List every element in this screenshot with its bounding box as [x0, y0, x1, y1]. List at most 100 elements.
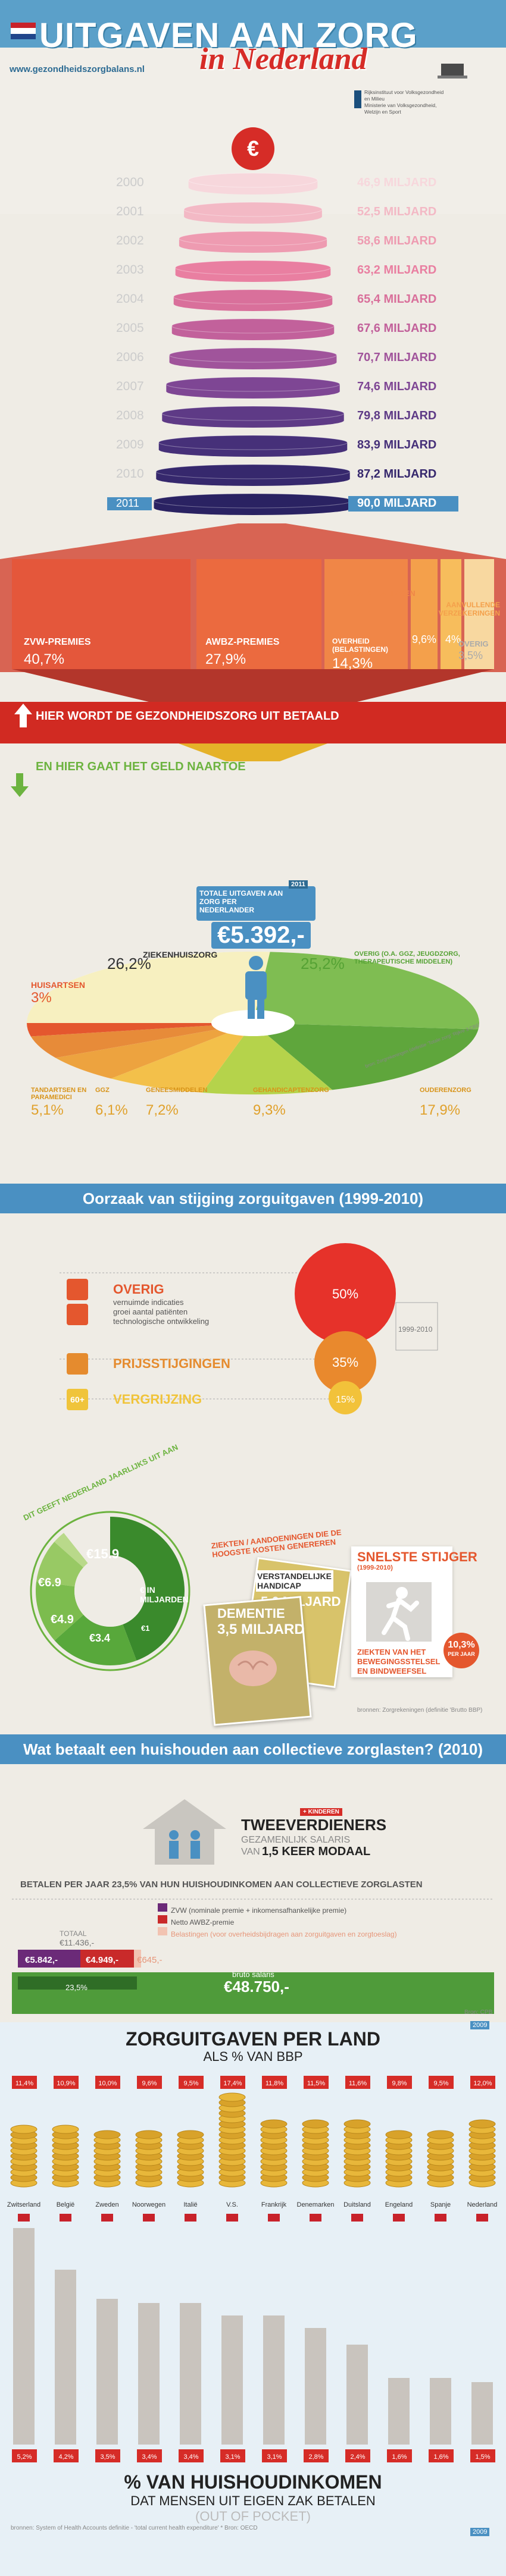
ggz-pct: 6,1%	[95, 1102, 128, 1118]
price-chart-icon	[67, 1353, 88, 1375]
year-tag-2: 2009	[470, 2528, 490, 2536]
cause-bubbles: 50% 35% 15%	[60, 1243, 438, 1414]
gdp-label-4: 9,5%	[183, 2080, 198, 2087]
overig-cause-label: OVERIG	[113, 1282, 164, 1297]
gdp-label-11: 12,0%	[473, 2080, 492, 2087]
gh-pct: 9,3%	[253, 1102, 286, 1118]
stijger-period: (1999-2010)	[357, 1564, 393, 1571]
oop-bar-2	[96, 2299, 118, 2445]
oop-bar-6	[263, 2315, 285, 2445]
flag-icon-9	[393, 2214, 405, 2222]
year-label-2010: 2010	[116, 467, 144, 481]
flag-icon-0	[18, 2214, 30, 2222]
country-name-10: Spanje	[430, 2201, 451, 2208]
gdp-label-bg-7	[304, 2076, 329, 2089]
zvw-pct: 40,7%	[24, 651, 65, 667]
tech-icon	[67, 1304, 88, 1325]
country-name-4: Italië	[183, 2201, 197, 2208]
oop-bar-7	[305, 2328, 326, 2445]
page-title: UITGAVEN AAN ZORG	[39, 16, 418, 55]
donut-slice-4	[54, 1533, 88, 1568]
zh-label: ZIEKENHUISZORG	[143, 950, 218, 959]
oop-label-10: 1,6%	[433, 2453, 448, 2461]
pie-slice-7	[253, 1023, 479, 1090]
country-section	[0, 2022, 506, 2576]
total-card	[196, 886, 316, 921]
bron-cpb: Bron: CPB	[464, 2009, 493, 2016]
overheid-pct: 14,3%	[332, 655, 373, 672]
dutch-flag-icon	[11, 23, 36, 39]
donut-ring	[30, 1511, 190, 1671]
bel-bar	[134, 1950, 141, 1968]
stijger-desc: ZIEKTEN VAN HET BEWEGINGSSTELSEL EN BINDWE…	[357, 1648, 441, 1676]
country-name-8: Duitsland	[343, 2201, 371, 2208]
donut-slice-3	[36, 1542, 84, 1587]
oop-label-2: 3,5%	[100, 2453, 115, 2461]
year-tag: 2009	[470, 2021, 490, 2029]
td-pct: 5,1%	[31, 1102, 64, 1118]
aanv-pct: 4%	[445, 633, 461, 645]
oop-label-bg-5	[220, 2449, 245, 2462]
gdp-label-bg-10	[429, 2076, 454, 2089]
header-section: UITGAVEN AAN ZORG in Nederland www.gezon…	[0, 0, 506, 214]
d1: €15.9	[86, 1546, 120, 1561]
pct-bar	[18, 1976, 137, 1990]
country-name-0: Zwitserland	[7, 2201, 40, 2208]
gezamenlijk: GEZAMENLIJK SALARIS	[241, 1835, 351, 1845]
cause-pct-2: 15%	[336, 1395, 355, 1405]
brain-icon	[229, 1651, 277, 1686]
inmld-label: € IN MILJARDEN	[140, 1585, 189, 1604]
country-name-6: Frankrijk	[261, 2201, 287, 2208]
aanv-label: AANVULLENDE VERZEKERINGEN	[438, 601, 500, 617]
coin-10-9	[427, 2130, 454, 2139]
gdp-label-7: 11,5%	[307, 2080, 326, 2087]
gdp-label-2: 10,0%	[98, 2080, 117, 2087]
gdp-label-0: 11,4%	[15, 2080, 34, 2087]
leg3-swatch	[158, 1927, 167, 1935]
house-icon	[143, 1799, 226, 1865]
country-name-11: Nederland	[467, 2201, 498, 2208]
amount-label-2006: 70,7 MILJARD	[357, 351, 436, 364]
flag-icon-1	[60, 2214, 71, 2222]
amount-2011-tag	[348, 496, 458, 512]
rivm-text: Rijksinstituut voor Volksgezondheid en Mi…	[364, 89, 444, 115]
pie-slice-4	[55, 1023, 253, 1079]
coin-1-10	[52, 2125, 79, 2134]
d3: €4.9	[51, 1613, 74, 1626]
country-sub: ALS % VAN BBP	[203, 2049, 303, 2064]
oop-label-5: 3,1%	[225, 2453, 240, 2461]
zvw-label: ZVW-PREMIES	[24, 637, 91, 647]
kinderen-tag: + KINDEREN	[300, 1808, 342, 1816]
oop-label-bg-6	[262, 2449, 287, 2462]
gdp-label-bg-4	[179, 2076, 204, 2089]
tower-bar-top-2009	[158, 435, 348, 450]
source-note-2: bronnen: Zorgrekeningen (definitie 'Brut…	[357, 1707, 483, 1714]
gdp-label-1: 10,9%	[57, 2080, 75, 2087]
oop-label-bg-10	[429, 2449, 454, 2462]
year-label-2008: 2008	[116, 409, 144, 422]
disease-title: ZIEKTEN / AANDOENINGEN DIE DE HOOGSTE KO…	[211, 1527, 342, 1560]
pie-slice-0	[27, 952, 270, 1023]
year-label-2005: 2005	[116, 321, 144, 335]
pie-center	[211, 1010, 295, 1036]
coin-11-11	[468, 2119, 496, 2129]
yearly-spend-donut	[30, 1511, 190, 1671]
pie-slice-2	[27, 1023, 253, 1037]
zvw-bar	[18, 1950, 80, 1968]
flag-icon-10	[435, 2214, 446, 2222]
site-url[interactable]: www.gezondheidszorgbalans.nl	[10, 64, 145, 74]
pct-title: % VAN HUISHOUDINKOMEN	[124, 2471, 382, 2493]
pie-slice-6	[202, 1023, 333, 1094]
gdp-label-bg-3	[137, 2076, 162, 2089]
year-label-2011: 2011	[116, 497, 139, 509]
van-label: VAN	[241, 1847, 260, 1857]
cause-band: Oorzaak van stijging zorguitgaven (1999-…	[0, 1184, 506, 1213]
tower-bar-top-2004	[173, 289, 333, 305]
amount-label-2004: 65,4 MILJARD	[357, 293, 436, 306]
oop-label-bg-7	[304, 2449, 329, 2462]
gdp-label-bg-8	[345, 2076, 370, 2089]
gdp-label-bg-0	[12, 2076, 37, 2089]
oop-label-bg-1	[54, 2449, 79, 2462]
cause-pct-1: 35%	[332, 1355, 358, 1370]
coin-2-9	[93, 2130, 121, 2139]
